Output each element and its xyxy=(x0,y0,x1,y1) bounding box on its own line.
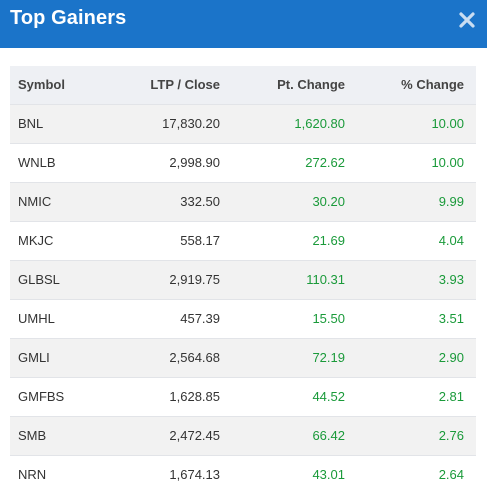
pct-change-cell: 2.76 xyxy=(345,415,476,455)
symbol-cell: UMHL xyxy=(10,298,114,338)
modal-title: Top Gainers xyxy=(10,7,127,29)
ltp-cell: 1,628.85 xyxy=(114,376,220,416)
symbol-cell: BNL xyxy=(10,103,114,143)
symbol-cell: GMFBS xyxy=(10,376,114,416)
ltp-cell: 558.17 xyxy=(114,220,220,260)
column-header-pt-change[interactable]: Pt. Change xyxy=(277,77,345,93)
symbol-cell: MKJC xyxy=(10,220,114,260)
pt-change-cell: 30.20 xyxy=(220,181,345,221)
table-row[interactable]: SMB 2,472.45 66.42 2.76 xyxy=(10,415,476,455)
pt-change-cell: 72.19 xyxy=(220,337,345,377)
ltp-cell: 2,919.75 xyxy=(114,259,220,299)
symbol-cell: WNLB xyxy=(10,142,114,182)
symbol-cell: NMIC xyxy=(10,181,114,221)
table-body: BNL 17,830.20 1,620.80 10.00 WNLB 2,998.… xyxy=(10,103,476,493)
table-row[interactable]: NMIC 332.50 30.20 9.99 xyxy=(10,181,476,221)
table-row[interactable]: MKJC 558.17 21.69 4.04 xyxy=(10,220,476,260)
pt-change-cell: 110.31 xyxy=(220,259,345,299)
ltp-cell: 2,472.45 xyxy=(114,415,220,455)
pct-change-cell: 2.81 xyxy=(345,376,476,416)
pt-change-cell: 15.50 xyxy=(220,298,345,338)
symbol-cell: GMLI xyxy=(10,337,114,377)
pt-change-cell: 1,620.80 xyxy=(220,103,345,143)
ltp-cell: 332.50 xyxy=(114,181,220,221)
close-icon xyxy=(459,12,475,28)
pt-change-cell: 44.52 xyxy=(220,376,345,416)
pct-change-cell: 2.64 xyxy=(345,454,476,493)
pt-change-cell: 43.01 xyxy=(220,454,345,493)
gainers-table: Symbol LTP / Close Pt. Change % Change B… xyxy=(10,66,476,493)
ltp-cell: 1,674.13 xyxy=(114,454,220,493)
pct-change-cell: 2.90 xyxy=(345,337,476,377)
close-button[interactable] xyxy=(458,11,476,29)
table-row[interactable]: BNL 17,830.20 1,620.80 10.00 xyxy=(10,103,476,143)
pct-change-cell: 4.04 xyxy=(345,220,476,260)
pt-change-cell: 66.42 xyxy=(220,415,345,455)
pct-change-cell: 3.93 xyxy=(345,259,476,299)
pct-change-cell: 10.00 xyxy=(345,103,476,143)
table-row[interactable]: UMHL 457.39 15.50 3.51 xyxy=(10,298,476,338)
column-header-ltp-close[interactable]: LTP / Close xyxy=(150,77,220,93)
ltp-cell: 457.39 xyxy=(114,298,220,338)
symbol-cell: SMB xyxy=(10,415,114,455)
pct-change-cell: 10.00 xyxy=(345,142,476,182)
column-header-symbol[interactable]: Symbol xyxy=(18,77,65,93)
ltp-cell: 2,998.90 xyxy=(114,142,220,182)
ltp-cell: 2,564.68 xyxy=(114,337,220,377)
symbol-cell: GLBSL xyxy=(10,259,114,299)
column-header-pct-change[interactable]: % Change xyxy=(401,77,464,93)
pt-change-cell: 21.69 xyxy=(220,220,345,260)
gainers-table-container: Symbol LTP / Close Pt. Change % Change B… xyxy=(10,66,476,493)
symbol-cell: NRN xyxy=(10,454,114,493)
pt-change-cell: 272.62 xyxy=(220,142,345,182)
pct-change-cell: 3.51 xyxy=(345,298,476,338)
table-header-row: Symbol LTP / Close Pt. Change % Change xyxy=(10,66,476,104)
table-row[interactable]: NRN 1,674.13 43.01 2.64 xyxy=(10,454,476,493)
modal-header: Top Gainers xyxy=(0,0,487,48)
table-row[interactable]: GMFBS 1,628.85 44.52 2.81 xyxy=(10,376,476,416)
pct-change-cell: 9.99 xyxy=(345,181,476,221)
ltp-cell: 17,830.20 xyxy=(114,103,220,143)
table-row[interactable]: GMLI 2,564.68 72.19 2.90 xyxy=(10,337,476,377)
table-row[interactable]: WNLB 2,998.90 272.62 10.00 xyxy=(10,142,476,182)
table-row[interactable]: GLBSL 2,919.75 110.31 3.93 xyxy=(10,259,476,299)
